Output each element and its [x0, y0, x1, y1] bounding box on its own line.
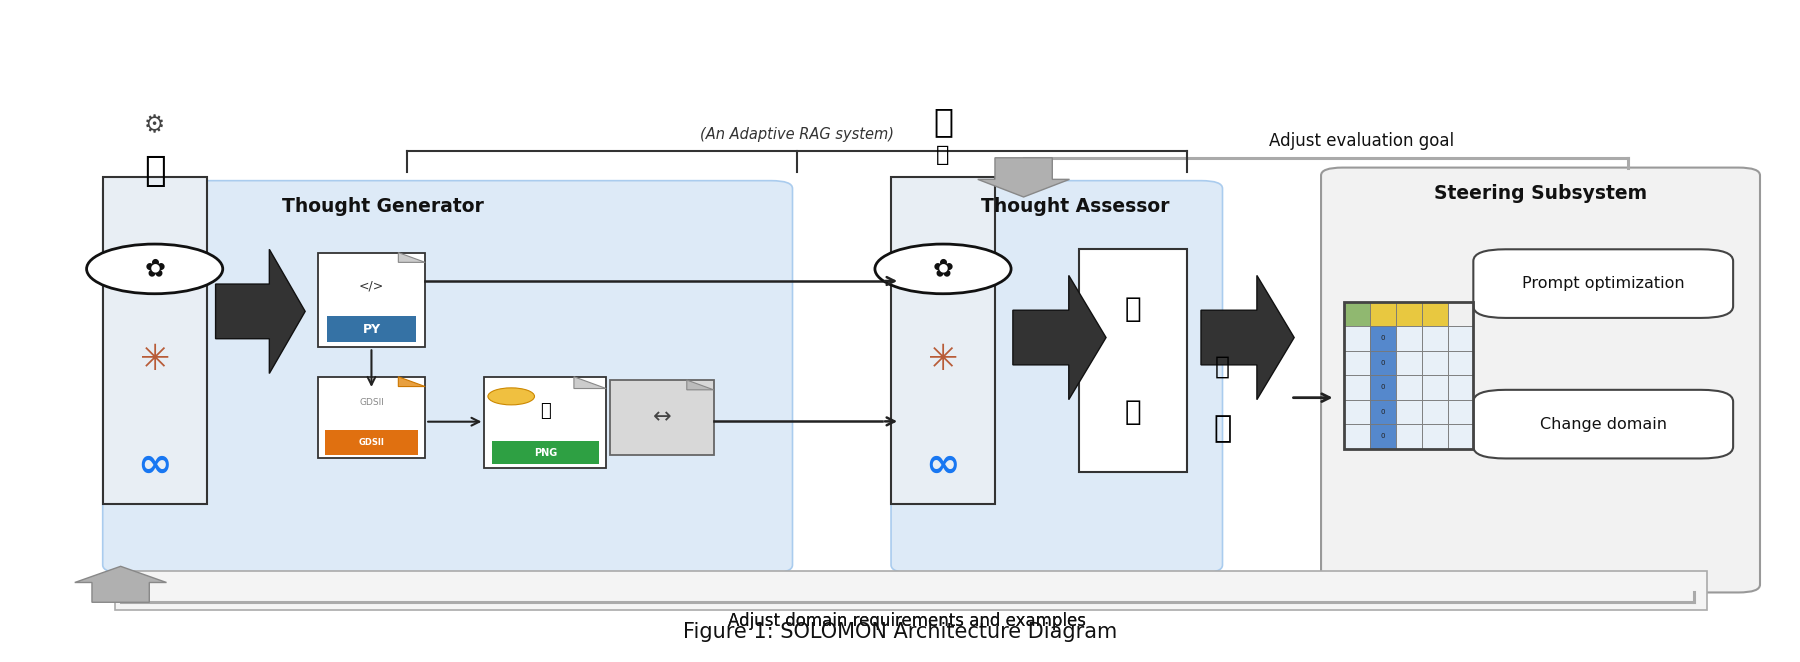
Bar — [1447, 326, 1474, 351]
Bar — [1422, 400, 1447, 424]
Text: Adjust evaluation goal: Adjust evaluation goal — [1269, 132, 1454, 150]
Polygon shape — [1013, 275, 1105, 400]
Bar — [1422, 424, 1447, 449]
Bar — [484, 377, 607, 468]
Polygon shape — [977, 158, 1069, 197]
Bar — [326, 316, 416, 342]
Bar — [1345, 302, 1474, 449]
Bar — [610, 380, 713, 455]
Text: 👥: 👥 — [1213, 414, 1231, 444]
Bar — [1345, 424, 1370, 449]
Text: 📋: 📋 — [932, 105, 952, 138]
Bar — [1345, 351, 1370, 375]
Bar — [1345, 400, 1370, 424]
Text: 0: 0 — [1381, 409, 1386, 415]
Bar — [1080, 250, 1186, 471]
Bar — [1345, 326, 1370, 351]
Polygon shape — [76, 566, 166, 602]
Text: ↔: ↔ — [652, 408, 671, 428]
FancyBboxPatch shape — [1474, 250, 1733, 318]
Circle shape — [488, 388, 535, 405]
FancyBboxPatch shape — [1474, 390, 1733, 459]
Bar — [1447, 424, 1474, 449]
Text: ✳: ✳ — [927, 344, 958, 377]
Bar — [1447, 400, 1474, 424]
Bar — [1422, 375, 1447, 400]
FancyBboxPatch shape — [1321, 167, 1760, 592]
Bar — [1422, 326, 1447, 351]
Bar — [115, 571, 1706, 610]
Text: ∞: ∞ — [925, 444, 961, 486]
Text: 0: 0 — [1381, 385, 1386, 391]
Text: 0: 0 — [1381, 336, 1386, 342]
FancyBboxPatch shape — [103, 181, 792, 573]
Polygon shape — [688, 380, 713, 390]
Text: ∞: ∞ — [137, 444, 173, 486]
Bar — [1397, 351, 1422, 375]
Circle shape — [86, 244, 223, 294]
Text: 👷: 👷 — [144, 154, 166, 188]
Text: 👎: 👎 — [1125, 398, 1141, 426]
Polygon shape — [1201, 275, 1294, 400]
Bar — [1397, 400, 1422, 424]
Bar — [491, 442, 599, 464]
Bar — [1370, 375, 1397, 400]
Polygon shape — [216, 250, 306, 373]
Text: Thought Generator: Thought Generator — [283, 197, 484, 216]
Text: Change domain: Change domain — [1539, 416, 1667, 432]
Text: Adjust domain requirements and examples: Adjust domain requirements and examples — [729, 612, 1087, 630]
Polygon shape — [574, 377, 607, 389]
Bar — [891, 177, 995, 504]
Text: ⚙: ⚙ — [144, 113, 166, 137]
Text: 0: 0 — [1381, 434, 1386, 440]
Bar — [1345, 375, 1370, 400]
FancyBboxPatch shape — [891, 181, 1222, 573]
Polygon shape — [398, 377, 425, 387]
Text: ✿: ✿ — [932, 257, 954, 281]
Bar — [1345, 302, 1370, 326]
Text: ✅: ✅ — [1215, 355, 1229, 379]
Text: Steering Subsystem: Steering Subsystem — [1435, 184, 1647, 203]
Bar — [1422, 302, 1447, 326]
Bar — [1370, 326, 1397, 351]
Bar — [319, 377, 425, 459]
Text: 🔍: 🔍 — [936, 144, 950, 165]
Text: PNG: PNG — [533, 448, 556, 458]
Text: Figure 1: SOLOMON Architecture Diagram: Figure 1: SOLOMON Architecture Diagram — [682, 622, 1118, 641]
Bar — [1370, 351, 1397, 375]
Bar — [1397, 326, 1422, 351]
Bar — [1397, 375, 1422, 400]
Bar — [1447, 302, 1474, 326]
Text: Adjust domain requirements and examples: Adjust domain requirements and examples — [729, 612, 1087, 630]
Bar — [1397, 424, 1422, 449]
Bar — [103, 177, 207, 504]
Text: (An Adaptive RAG system): (An Adaptive RAG system) — [700, 127, 895, 142]
Circle shape — [875, 244, 1012, 294]
Bar — [1370, 302, 1397, 326]
Text: 0: 0 — [1381, 360, 1386, 366]
Bar — [324, 430, 418, 455]
Text: ✿: ✿ — [144, 257, 166, 281]
Text: 🏔: 🏔 — [540, 402, 551, 420]
Text: 👍: 👍 — [1125, 295, 1141, 323]
Bar — [1447, 375, 1474, 400]
Text: GDSII: GDSII — [358, 399, 383, 407]
Bar — [1370, 400, 1397, 424]
Text: ✳: ✳ — [140, 344, 169, 377]
Text: </>: </> — [358, 279, 383, 292]
Bar — [1370, 424, 1397, 449]
Polygon shape — [398, 253, 425, 262]
Text: Thought Assessor: Thought Assessor — [981, 197, 1170, 216]
Text: Prompt optimization: Prompt optimization — [1523, 276, 1685, 291]
Text: GDSII: GDSII — [358, 438, 385, 447]
Bar — [1447, 351, 1474, 375]
Bar — [1422, 351, 1447, 375]
Bar — [1397, 302, 1422, 326]
Text: PY: PY — [362, 322, 380, 336]
Bar — [319, 253, 425, 348]
